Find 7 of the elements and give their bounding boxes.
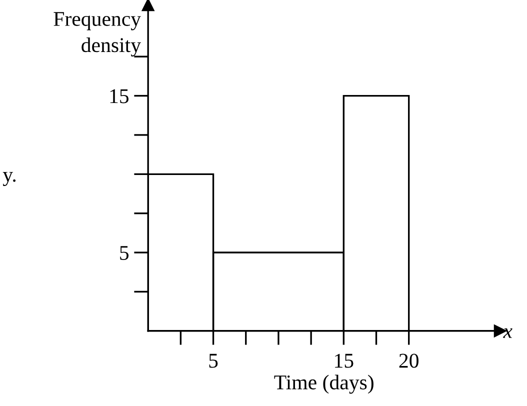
text: y. — [2, 172, 16, 186]
x-tick-label: 5 — [209, 354, 218, 368]
x-tick-label: 15 — [335, 354, 354, 368]
text: x — [503, 328, 512, 338]
x-axis-title: Time (days) — [274, 374, 374, 394]
y-axis-title: Frequency density — [54, 12, 141, 56]
x-tick-label: 20 — [399, 354, 418, 368]
